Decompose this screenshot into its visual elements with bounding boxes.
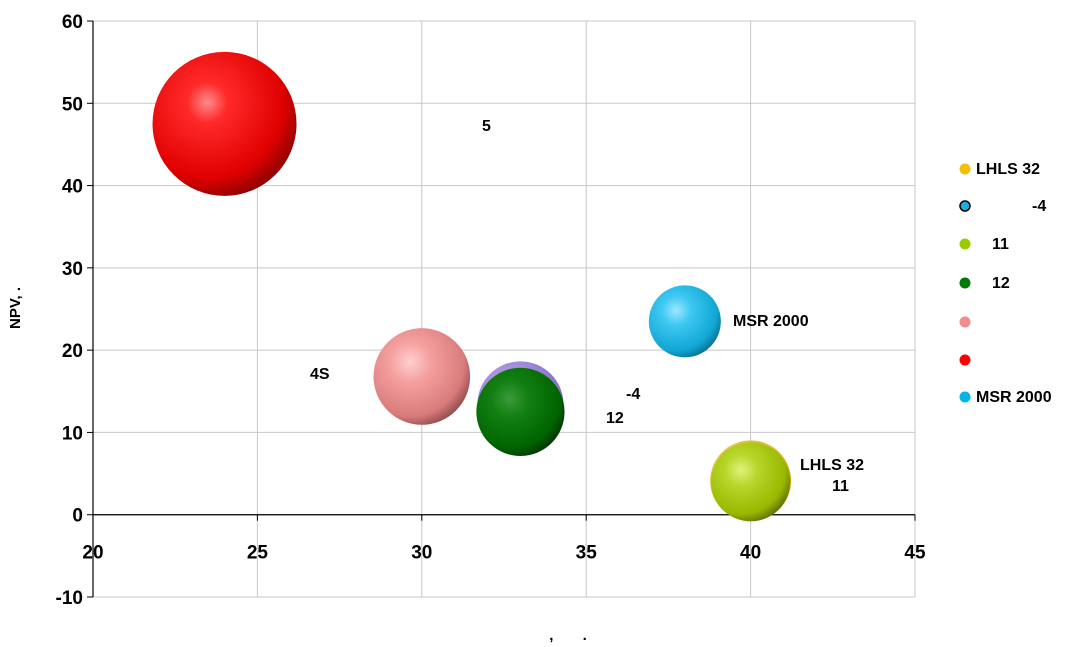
y-tick-label--10: -10 — [56, 588, 83, 609]
y-tick-label-40: 40 — [62, 177, 83, 198]
y-tick-label-50: 50 — [62, 94, 83, 115]
x-axis-title: , . — [549, 627, 587, 644]
x-tick-label-45: 45 — [904, 543, 926, 564]
annotation-lhls-32: LHLS 32 — [800, 457, 864, 474]
legend-item-lhls-32: LHLS 32 — [959, 161, 1040, 178]
bubble-11 — [711, 442, 791, 522]
y-tick-label-60: 60 — [62, 12, 83, 33]
svg-text:LHLS 32: LHLS 32 — [976, 161, 1040, 178]
svg-text:-4: -4 — [1032, 198, 1046, 215]
bubble-msr-2000 — [648, 285, 721, 358]
annotation-12: 12 — [606, 410, 624, 427]
annotation-11: 11 — [832, 478, 849, 495]
annotation-4s: 4S — [310, 366, 330, 383]
bubble-series-4 — [373, 328, 471, 425]
y-tick-label-0: 0 — [72, 506, 83, 527]
x-tick-label-40: 40 — [740, 543, 761, 564]
annotation-msr-2000: MSR 2000 — [733, 313, 809, 330]
annotation-minus-4: -4 — [626, 386, 640, 403]
bubbles — [152, 51, 792, 522]
legend-item-red — [959, 354, 971, 366]
y-axis-title: NPV, . — [7, 287, 24, 329]
bubble-series-5 — [152, 51, 297, 196]
legend: LHLS 32 -4 11 12 MSR 2000 — [959, 161, 1052, 406]
legend-item-minus-4: -4 — [959, 198, 1046, 215]
svg-text:12: 12 — [992, 275, 1010, 292]
y-tick-label-20: 20 — [62, 341, 83, 362]
y-tick-label-30: 30 — [62, 259, 83, 280]
annotation-5: 5 — [482, 118, 491, 135]
y-tick-label-10: 10 — [62, 423, 83, 444]
svg-text:11: 11 — [992, 236, 1009, 253]
x-tick-label-25: 25 — [247, 543, 269, 564]
x-tick-label-35: 35 — [576, 543, 598, 564]
svg-text:MSR 2000: MSR 2000 — [976, 389, 1052, 406]
bubble-12 — [476, 367, 565, 456]
legend-item-12: 12 — [959, 275, 1010, 292]
legend-item-pink — [959, 316, 971, 328]
legend-item-11: 11 — [959, 236, 1009, 253]
annotations: 5 4S MSR 2000 -4 12 LHLS 32 11 — [310, 118, 864, 495]
axis-ticks: -10 0 10 20 30 40 50 60 20 25 30 35 40 45 — [56, 12, 926, 609]
legend-item-msr-2000: MSR 2000 — [959, 389, 1052, 406]
x-tick-label-30: 30 — [411, 543, 432, 564]
x-tick-label-20: 20 — [82, 543, 103, 564]
